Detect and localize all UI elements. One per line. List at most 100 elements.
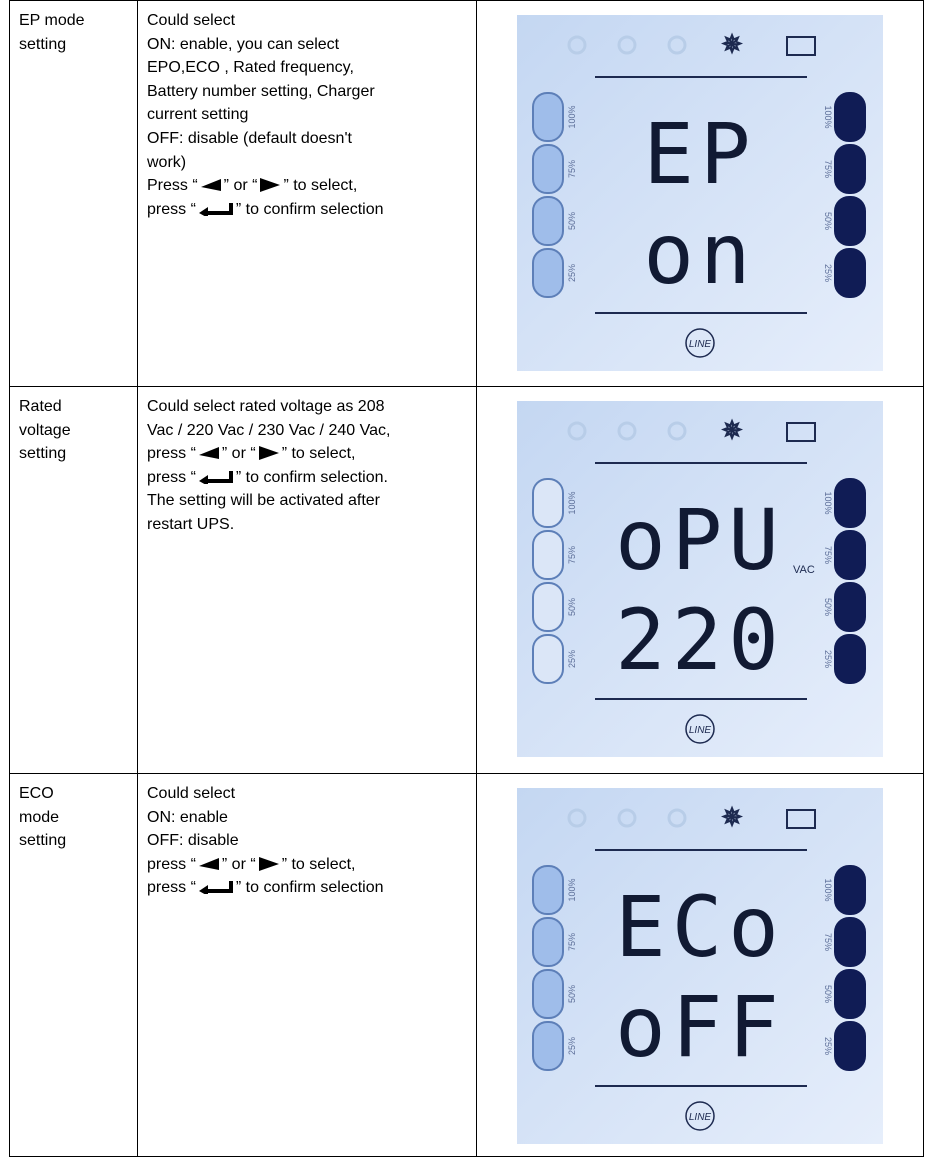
label-line: Rated (19, 398, 62, 415)
left-level-label: 25% (567, 264, 577, 282)
lcd-icon (667, 35, 687, 55)
lcd-icon (617, 35, 637, 55)
label: EP mode setting (10, 1, 137, 56)
image-cell: ✵ 100% 100% 75% 75% 50% 50% 25% 25% EP on LINE (476, 0, 924, 387)
image-cell: ✵ 100% 100% 75% 75% 50% 50% 25% 25% oPU 220 VAC LINE (476, 386, 924, 774)
right-level-label: 50% (823, 985, 833, 1003)
text: Battery number setting, Charger (147, 82, 375, 100)
lcd-line-2: oFF (615, 978, 785, 1076)
lcd-icon (667, 421, 687, 441)
text: press “ (147, 468, 196, 486)
left-level-bar (532, 92, 564, 142)
lcd-line-1: oPU (615, 491, 785, 589)
left-level-bar (532, 917, 564, 967)
left-level-bar (532, 144, 564, 194)
label-line: voltage (19, 421, 71, 439)
left-level-label: 25% (567, 1037, 577, 1055)
label-line: mode (19, 808, 60, 826)
label-cell: ECO mode setting (9, 773, 138, 1157)
description-line: press “ ” or “ ” to select, (147, 442, 468, 466)
right-level-label: 25% (823, 650, 833, 668)
left-level-bar (532, 1021, 564, 1071)
right-level-label: 75% (823, 160, 833, 178)
left-level-label: 75% (567, 933, 577, 951)
text: Could select (147, 12, 236, 29)
left-arrow-icon (198, 857, 219, 870)
description: Could select ON: enable, you can select EP… (138, 1, 476, 221)
mode-ring (685, 1101, 715, 1131)
text: press “ (147, 879, 196, 897)
description-cell: Could select ON: enable OFF: disable press … (137, 773, 477, 1157)
text: Could select rated voltage as 208 (147, 398, 385, 415)
text: EPO,ECO , Rated frequency, (147, 59, 354, 77)
right-level-label: 75% (823, 546, 833, 564)
label: ECO mode setting (10, 774, 137, 853)
text: ” to select, (283, 177, 358, 195)
lcd-icon (567, 421, 587, 441)
text: press “ (147, 200, 196, 218)
left-level-label: 50% (567, 985, 577, 1003)
mode-label: LINE (689, 339, 712, 350)
right-level-bar (834, 634, 866, 684)
right-level-bar (834, 196, 866, 246)
lcd-unit: VAC (793, 564, 815, 576)
battery-icon (786, 422, 816, 442)
left-level-bar (532, 530, 564, 580)
left-arrow-icon (200, 179, 221, 192)
left-level-label: 100% (567, 878, 577, 901)
left-level-bar (532, 865, 564, 915)
description-line: Vac / 220 Vac / 230 Vac / 240 Vac, (147, 419, 468, 443)
lcd-line-2: 220 (615, 591, 785, 689)
enter-icon (198, 202, 233, 216)
left-level-bar (532, 634, 564, 684)
right-level-bar (834, 969, 866, 1019)
label-line: setting (19, 832, 67, 850)
label-line: ECO (19, 785, 54, 802)
description-line: Could select (147, 9, 468, 33)
left-level-label: 50% (567, 598, 577, 616)
text: press “ (147, 855, 196, 873)
description-line: Could select rated voltage as 208 (147, 395, 468, 419)
label: Rated voltage setting (10, 387, 137, 466)
right-level-bar (834, 917, 866, 967)
lcd-line-1: EP (643, 105, 756, 203)
description-line: OFF: disable (147, 829, 468, 853)
right-level-label: 100% (823, 105, 833, 128)
text: work) (147, 153, 187, 171)
right-arrow-icon (258, 856, 279, 871)
fan-icon: ✵ (720, 29, 743, 59)
description-line: restart UPS. (147, 513, 468, 537)
right-level-label: 50% (823, 212, 833, 230)
left-level-label: 25% (567, 650, 577, 668)
description-line: ON: enable (147, 806, 468, 830)
enter-icon (198, 470, 233, 484)
fan-icon: ✵ (720, 802, 743, 832)
right-level-bar (834, 144, 866, 194)
text: ON: enable, you can select (147, 35, 340, 53)
enter-icon (198, 881, 233, 895)
text: Could select (147, 785, 236, 802)
battery-icon (786, 809, 816, 829)
lcd-icon (617, 421, 637, 441)
lcd-line-1: ECo (615, 878, 785, 976)
text: ” or “ (221, 855, 256, 873)
text: ” to select, (281, 855, 356, 873)
description-line: press “ ” to confirm selection. (147, 466, 468, 490)
lcd-icon (567, 35, 587, 55)
table-row: ECO mode setting Could select ON: enable OFF:… (9, 773, 924, 1157)
label-line: EP mode (19, 12, 85, 29)
right-level-bar (834, 1021, 866, 1071)
settings-table: EP mode setting Could select ON: enable, yo… (9, 0, 924, 1157)
right-level-label: 25% (823, 264, 833, 282)
description-line: Could select (147, 782, 468, 806)
right-level-bar (834, 530, 866, 580)
right-level-label: 100% (823, 878, 833, 901)
text: Press “ (147, 177, 198, 195)
text: The setting will be activated after (147, 492, 381, 510)
left-level-label: 75% (567, 546, 577, 564)
label-cell: Rated voltage setting (9, 386, 138, 774)
text: ” to confirm selection (235, 879, 384, 897)
